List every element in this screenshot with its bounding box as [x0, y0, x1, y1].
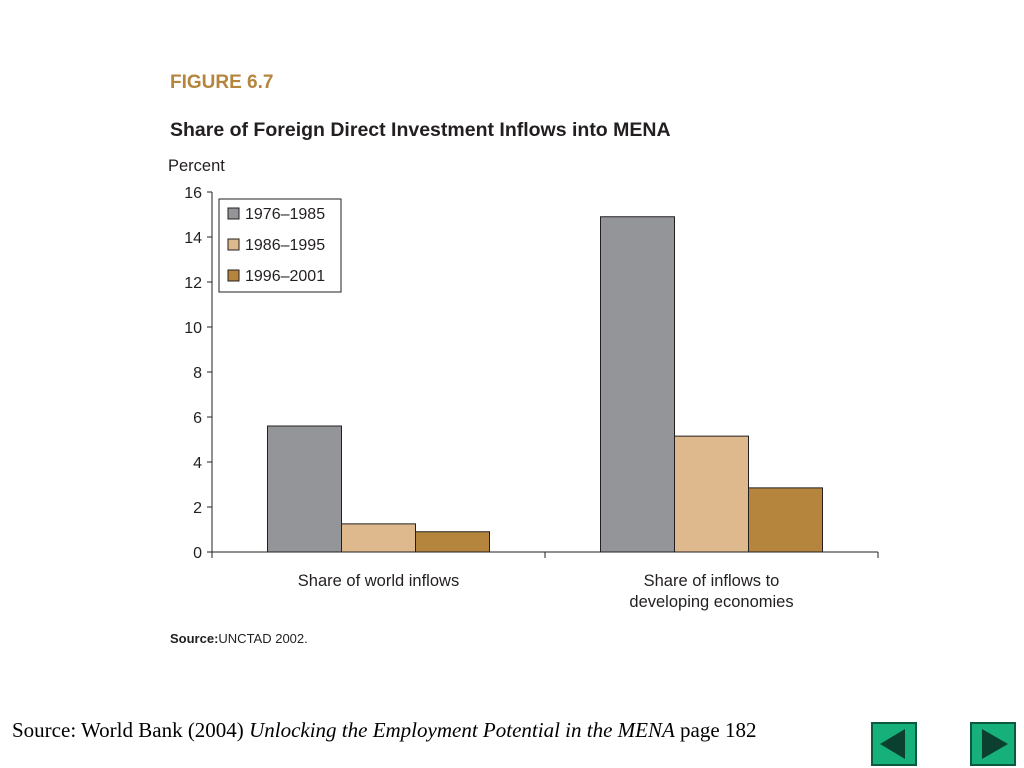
x-category-label: Share of world inflows: [298, 572, 459, 590]
chart: FIGURE 6.7 Share of Foreign Direct Inves…: [168, 72, 879, 646]
legend-label: 1986–1995: [245, 237, 325, 254]
bar: [415, 531, 490, 553]
figure-label: FIGURE 6.7: [170, 72, 273, 93]
y-axis-label: Percent: [168, 157, 225, 175]
source-note: Source:UNCTAD 2002.: [170, 631, 308, 646]
bar: [267, 425, 342, 553]
y-tick-label: 16: [184, 185, 202, 202]
footer-prefix: Source: World Bank (2004): [12, 718, 250, 742]
source-note-text: UNCTAD 2002.: [218, 631, 307, 646]
y-tick-label: 0: [193, 545, 202, 562]
y-tick-label: 8: [193, 365, 202, 382]
next-slide-button[interactable]: [970, 722, 1016, 766]
bar: [341, 523, 416, 553]
previous-slide-button[interactable]: [871, 722, 917, 766]
x-category-label: Share of inflows to: [644, 572, 780, 590]
footer-suffix: page 182: [674, 718, 757, 742]
legend-label: 1996–2001: [245, 268, 325, 285]
footer-source: Source: World Bank (2004) Unlocking the …: [12, 718, 756, 743]
triangle-right-icon: [982, 729, 1008, 759]
legend: 1976–1985 1986–1995 1996–2001: [218, 198, 342, 293]
legend-label: 1976–1985: [245, 206, 325, 223]
y-tick-label: 6: [193, 410, 202, 427]
source-note-label: Source:: [170, 631, 218, 646]
y-tick-label: 14: [184, 230, 202, 247]
axes: 0 2 4 6 8 10 12 14 16 Share of world inflows Share…: [184, 185, 879, 611]
y-tick-label: 2: [193, 500, 202, 517]
legend-swatch: [227, 238, 240, 251]
triangle-left-icon: [880, 729, 905, 759]
y-tick-label: 12: [184, 275, 202, 292]
bars: [267, 216, 823, 553]
bar: [674, 435, 749, 553]
bar: [748, 487, 823, 553]
legend-swatch: [227, 207, 240, 220]
x-category-label: developing economies: [629, 593, 793, 611]
y-tick-label: 10: [184, 320, 202, 337]
footer-title: Unlocking the Employment Potential in th…: [249, 718, 675, 742]
legend-swatch: [227, 269, 240, 282]
bar: [600, 216, 675, 553]
y-tick-label: 4: [193, 455, 202, 472]
chart-title: Share of Foreign Direct Investment Inflo…: [170, 119, 671, 141]
